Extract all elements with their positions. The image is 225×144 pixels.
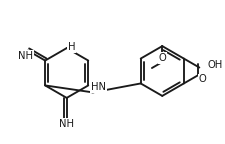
Text: O: O	[158, 53, 165, 63]
Text: OH: OH	[206, 59, 222, 70]
Text: HN: HN	[91, 82, 106, 92]
Text: NH: NH	[59, 119, 74, 129]
Text: O: O	[198, 74, 206, 85]
Text: H: H	[68, 42, 75, 52]
Text: NH: NH	[18, 51, 33, 61]
